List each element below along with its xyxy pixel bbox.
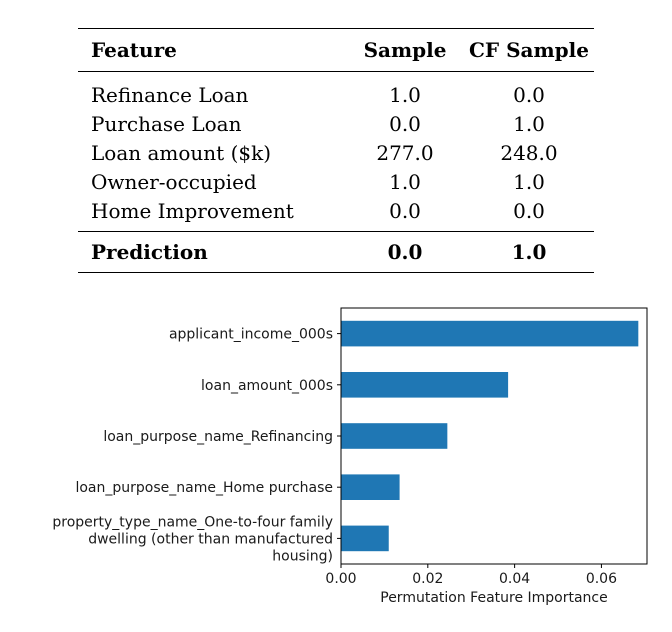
cell-cf-sample: 248.0 — [500, 140, 558, 165]
y-tick-label: applicant_income_000s — [169, 327, 333, 343]
cell-sample: 0.0 — [389, 111, 421, 136]
x-ticks: 0.00 0.02 0.04 0.06 — [325, 564, 617, 587]
table-row: Purchase Loan 0.0 1.0 — [78, 109, 594, 138]
y-tick-label: loan_amount_000s — [201, 378, 333, 394]
y-tick-labels: applicant_income_000s loan_amount_000sloa… — [52, 327, 341, 564]
header-feature: Feature — [91, 38, 177, 62]
bar — [341, 320, 639, 347]
cell-cf-sample: 1.0 — [513, 111, 545, 136]
table-row: Owner-occupied 1.0 1.0 — [78, 167, 594, 196]
cell-sample: 0.0 — [389, 198, 421, 223]
cell-feature: Home Improvement — [91, 198, 294, 223]
cell-sample: 277.0 — [376, 140, 434, 165]
feature-importance-chart: applicant_income_000s loan_amount_000sloa… — [52, 307, 648, 606]
header-sample: Sample — [363, 38, 447, 62]
cell-cf-sample: 1.0 — [513, 169, 545, 194]
y-tick-label: property_type_name_One-to-four family dwe… — [52, 514, 333, 564]
bar — [341, 423, 448, 449]
cell-sample: 1.0 — [389, 82, 421, 107]
table-row: Loan amount ($k) 277.0 248.0 — [78, 138, 594, 167]
x-tick-label: 0.02 — [412, 571, 443, 587]
header-cf-sample: CF Sample — [469, 38, 589, 62]
cell-feature: Owner-occupied — [91, 169, 257, 194]
x-tick-label: 0.06 — [586, 571, 617, 587]
cell-cf-sample: 0.0 — [513, 198, 545, 223]
y-tick-label: loan_purpose_name_Home purchase — [75, 480, 333, 496]
bars-group — [341, 320, 639, 552]
x-tick-label: 0.00 — [325, 571, 356, 587]
prediction-row: Prediction 0.0 1.0 — [78, 231, 594, 273]
cell-feature: Refinance Loan — [91, 82, 249, 107]
bar — [341, 525, 389, 552]
feature-comparison-table: Feature Sample CF Sample Refinance Loan … — [78, 28, 594, 273]
cell-cf-sample: 0.0 — [513, 82, 545, 107]
cell-feature: Purchase Loan — [91, 111, 242, 136]
table-header-row: Feature Sample CF Sample — [78, 28, 594, 72]
prediction-cf-sample: 1.0 — [511, 240, 547, 264]
prediction-sample: 0.0 — [387, 240, 423, 264]
bar — [341, 474, 400, 500]
cell-feature: Loan amount ($k) — [91, 140, 272, 165]
x-axis-label: Permutation Feature Importance — [380, 590, 608, 606]
cell-sample: 1.0 — [389, 169, 421, 194]
y-tick-label: loan_purpose_name_Refinancing — [103, 429, 333, 445]
table-row: Refinance Loan 1.0 0.0 — [78, 72, 594, 110]
bar — [341, 372, 509, 398]
feature-table-container: Feature Sample CF Sample Refinance Loan … — [78, 28, 594, 273]
prediction-label: Prediction — [91, 240, 208, 264]
table-row: Home Improvement 0.0 0.0 — [78, 196, 594, 232]
x-tick-label: 0.04 — [499, 571, 530, 587]
